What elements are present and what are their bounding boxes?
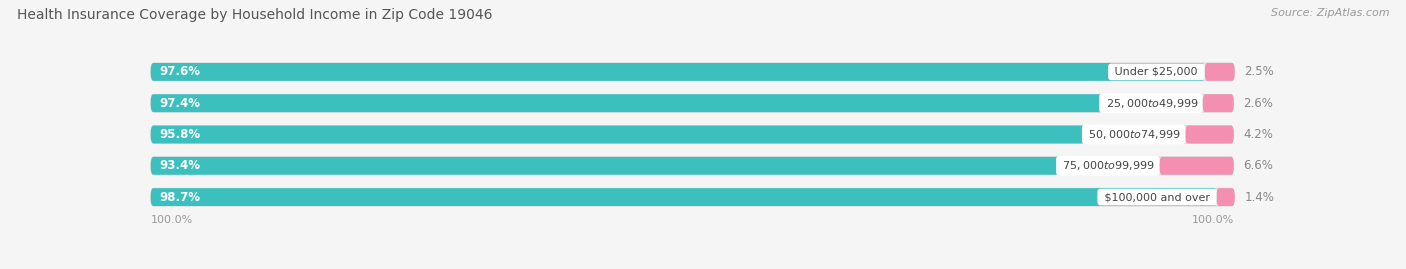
Text: 100.0%: 100.0% bbox=[150, 215, 193, 225]
FancyBboxPatch shape bbox=[150, 94, 1233, 112]
FancyBboxPatch shape bbox=[150, 188, 1216, 206]
Text: 2.6%: 2.6% bbox=[1243, 97, 1274, 110]
FancyBboxPatch shape bbox=[150, 126, 1233, 143]
FancyBboxPatch shape bbox=[150, 94, 1202, 112]
Text: 97.4%: 97.4% bbox=[159, 97, 201, 110]
Text: 98.7%: 98.7% bbox=[159, 191, 201, 204]
FancyBboxPatch shape bbox=[150, 157, 1233, 175]
Text: Source: ZipAtlas.com: Source: ZipAtlas.com bbox=[1271, 8, 1389, 18]
FancyBboxPatch shape bbox=[150, 63, 1233, 81]
FancyBboxPatch shape bbox=[150, 188, 1233, 206]
Text: Under $25,000: Under $25,000 bbox=[1111, 67, 1201, 77]
Text: 95.8%: 95.8% bbox=[159, 128, 201, 141]
Text: 2.5%: 2.5% bbox=[1244, 65, 1274, 78]
FancyBboxPatch shape bbox=[1216, 188, 1234, 206]
Text: 93.4%: 93.4% bbox=[159, 159, 201, 172]
Text: $50,000 to $74,999: $50,000 to $74,999 bbox=[1085, 128, 1182, 141]
FancyBboxPatch shape bbox=[1202, 94, 1233, 112]
FancyBboxPatch shape bbox=[150, 157, 1160, 175]
FancyBboxPatch shape bbox=[1160, 157, 1233, 175]
FancyBboxPatch shape bbox=[150, 126, 1185, 143]
FancyBboxPatch shape bbox=[1205, 63, 1234, 81]
Text: 6.6%: 6.6% bbox=[1243, 159, 1274, 172]
Text: $25,000 to $49,999: $25,000 to $49,999 bbox=[1102, 97, 1199, 110]
Text: $100,000 and over: $100,000 and over bbox=[1101, 192, 1213, 202]
Text: Health Insurance Coverage by Household Income in Zip Code 19046: Health Insurance Coverage by Household I… bbox=[17, 8, 492, 22]
Text: $75,000 to $99,999: $75,000 to $99,999 bbox=[1060, 159, 1156, 172]
Text: 4.2%: 4.2% bbox=[1243, 128, 1274, 141]
FancyBboxPatch shape bbox=[1185, 126, 1233, 143]
Text: 97.6%: 97.6% bbox=[159, 65, 201, 78]
Text: 100.0%: 100.0% bbox=[1191, 215, 1233, 225]
FancyBboxPatch shape bbox=[150, 63, 1205, 81]
Text: 1.4%: 1.4% bbox=[1244, 191, 1274, 204]
